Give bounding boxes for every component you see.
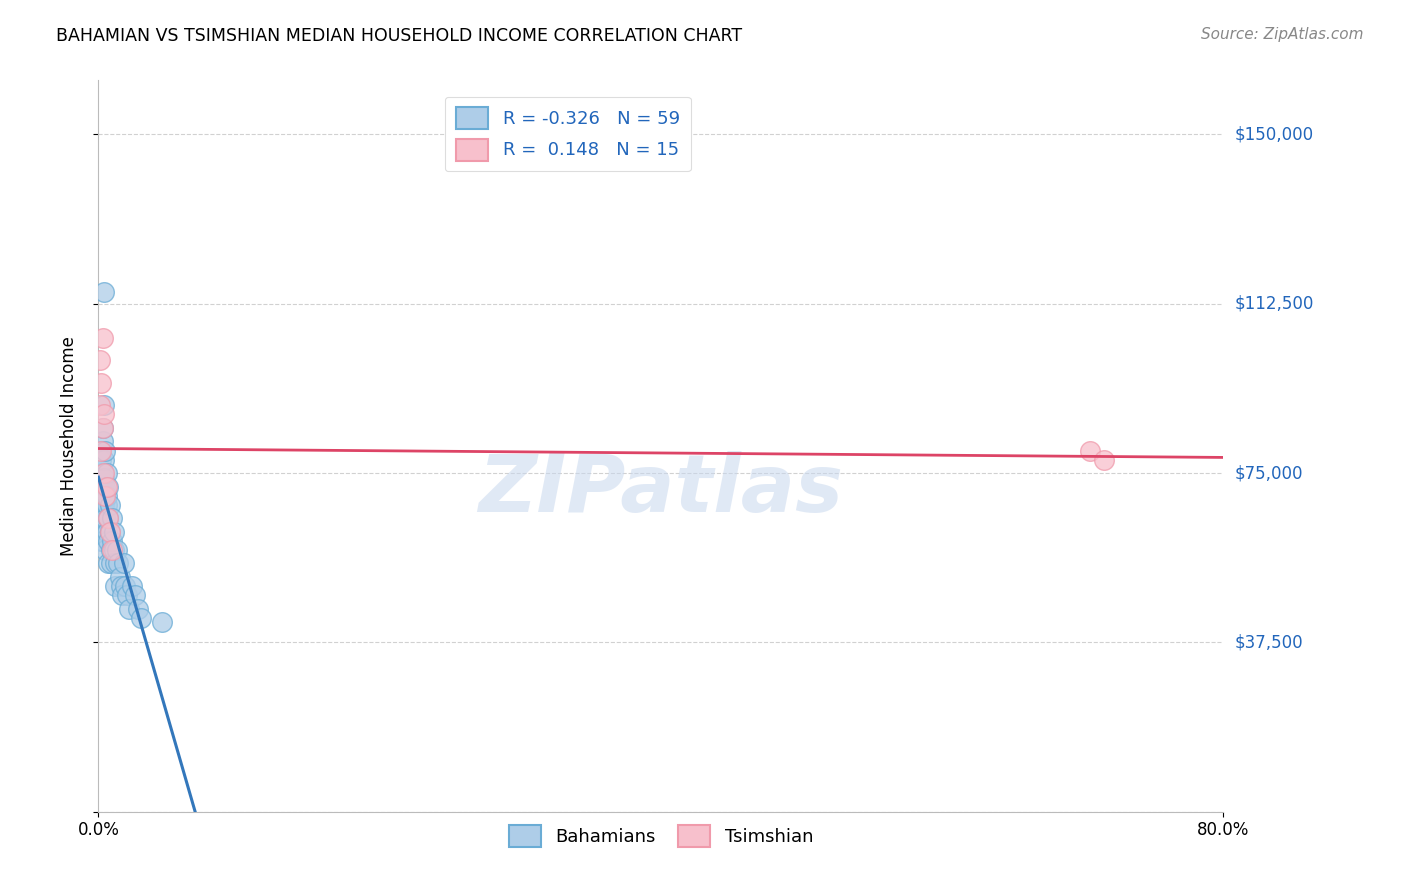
Point [91, 421, 114, 435]
Point [107, 557, 129, 571]
Point [1092, 452, 1115, 467]
Point [104, 557, 127, 571]
Point [124, 588, 146, 602]
Point [93, 470, 115, 484]
Point [97, 557, 120, 571]
Text: Source: ZipAtlas.com: Source: ZipAtlas.com [1201, 27, 1364, 42]
Point [91, 480, 114, 494]
Point [93, 498, 115, 512]
Point [97, 511, 120, 525]
Point [94, 542, 117, 557]
Point [93, 285, 115, 300]
Point [98, 498, 121, 512]
Text: $75,000: $75,000 [1234, 464, 1303, 482]
Point [105, 542, 128, 557]
Point [103, 524, 125, 539]
Point [150, 615, 173, 629]
Point [91, 421, 114, 435]
Point [89, 398, 111, 412]
Point [114, 579, 136, 593]
Point [93, 408, 115, 422]
Point [96, 498, 118, 512]
Point [110, 579, 132, 593]
Point [91, 489, 114, 503]
Y-axis label: Median Household Income: Median Household Income [59, 336, 77, 556]
Point [90, 489, 112, 503]
Point [96, 480, 118, 494]
Point [118, 601, 141, 615]
Point [104, 579, 127, 593]
Point [94, 489, 117, 503]
Point [103, 542, 125, 557]
Point [100, 557, 122, 571]
Point [101, 542, 124, 557]
Text: $37,500: $37,500 [1234, 633, 1303, 651]
Point [127, 601, 149, 615]
Point [89, 466, 111, 480]
Point [91, 466, 114, 480]
Point [91, 498, 114, 512]
Point [101, 533, 124, 548]
Point [94, 443, 117, 458]
Point [90, 443, 112, 458]
Point [100, 542, 122, 557]
Point [91, 533, 114, 548]
Point [90, 533, 112, 548]
Point [90, 452, 112, 467]
Text: $112,500: $112,500 [1234, 294, 1313, 313]
Point [91, 331, 114, 345]
Point [111, 588, 134, 602]
Point [98, 524, 121, 539]
Point [93, 466, 115, 480]
Point [98, 524, 121, 539]
Point [89, 480, 111, 494]
Point [93, 398, 115, 412]
Text: ZIPatlas: ZIPatlas [478, 450, 844, 529]
Point [97, 533, 120, 548]
Point [112, 557, 135, 571]
Point [97, 511, 120, 525]
Point [96, 524, 118, 539]
Point [115, 588, 138, 602]
Point [90, 498, 112, 512]
Point [129, 610, 152, 624]
Point [90, 511, 112, 525]
Point [121, 579, 143, 593]
Point [90, 524, 112, 539]
Text: BAHAMIAN VS TSIMSHIAN MEDIAN HOUSEHOLD INCOME CORRELATION CHART: BAHAMIAN VS TSIMSHIAN MEDIAN HOUSEHOLD I… [56, 27, 742, 45]
Point [91, 434, 114, 449]
Point [101, 511, 124, 525]
Point [91, 511, 114, 525]
Point [89, 443, 111, 458]
Text: $150,000: $150,000 [1234, 126, 1313, 144]
Point [90, 376, 112, 390]
Point [89, 353, 111, 368]
Point [1078, 443, 1101, 458]
Point [108, 570, 131, 584]
Point [94, 511, 117, 525]
Point [94, 480, 117, 494]
Point [97, 480, 120, 494]
Legend: Bahamians, Tsimshian: Bahamians, Tsimshian [502, 817, 820, 854]
Point [93, 452, 115, 467]
Point [96, 466, 118, 480]
Point [96, 489, 118, 503]
Point [90, 470, 112, 484]
